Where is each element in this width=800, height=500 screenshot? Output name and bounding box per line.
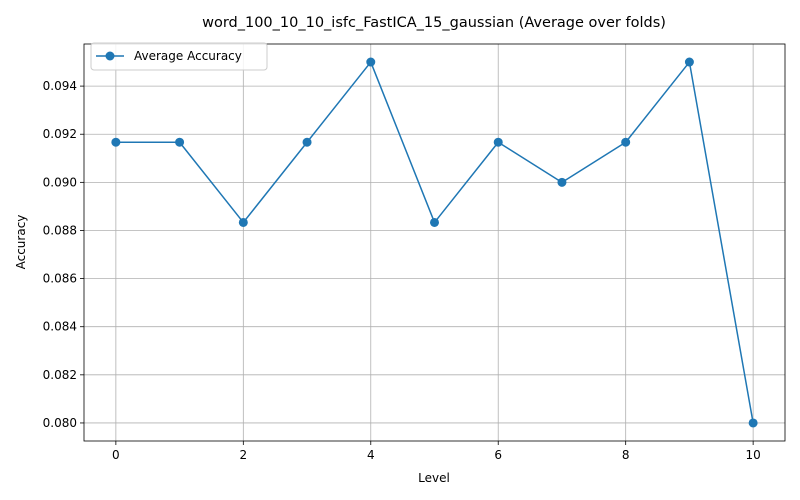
y-axis-ticks: 0.080 0.082 0.084 0.086 0.088 0.090 0.092 0.094	[43, 79, 84, 430]
y-tick-label: 0.092	[43, 127, 77, 141]
y-axis-label: Accuracy	[14, 215, 28, 270]
y-tick-label: 0.084	[43, 320, 77, 334]
data-point	[175, 137, 185, 147]
grid	[84, 44, 785, 441]
data-point	[302, 137, 312, 147]
data-point	[748, 418, 758, 428]
data-point	[621, 137, 631, 147]
x-axis-label: Level	[418, 471, 450, 485]
x-axis-ticks: 0 2 4 6 8 10	[112, 441, 761, 462]
x-tick-label: 0	[112, 448, 120, 462]
chart-title: word_100_10_10_isfc_FastICA_15_gaussian …	[202, 15, 666, 31]
y-tick-label: 0.080	[43, 416, 77, 430]
series-layer	[111, 57, 758, 428]
legend-entry-average-accuracy: Average Accuracy	[134, 49, 242, 63]
data-point	[684, 57, 694, 67]
y-tick-label: 0.094	[43, 79, 77, 93]
legend-marker-swatch	[105, 51, 115, 61]
x-tick-label: 8	[622, 448, 630, 462]
data-point	[366, 57, 376, 67]
legend-frame	[90, 42, 268, 71]
data-point	[238, 217, 248, 227]
x-tick-label: 10	[745, 448, 760, 462]
data-point	[493, 137, 503, 147]
legend: Average Accuracy	[90, 42, 268, 71]
x-tick-label: 4	[367, 448, 375, 462]
y-tick-label: 0.088	[43, 223, 77, 237]
plot-area-frame	[83, 43, 786, 442]
y-tick-label: 0.086	[43, 272, 77, 286]
data-point	[111, 137, 121, 147]
y-tick-label: 0.082	[43, 368, 77, 382]
x-tick-label: 2	[239, 448, 247, 462]
data-point	[557, 177, 567, 187]
x-tick-label: 6	[494, 448, 502, 462]
data-point	[430, 217, 439, 227]
y-tick-label: 0.090	[43, 175, 77, 189]
